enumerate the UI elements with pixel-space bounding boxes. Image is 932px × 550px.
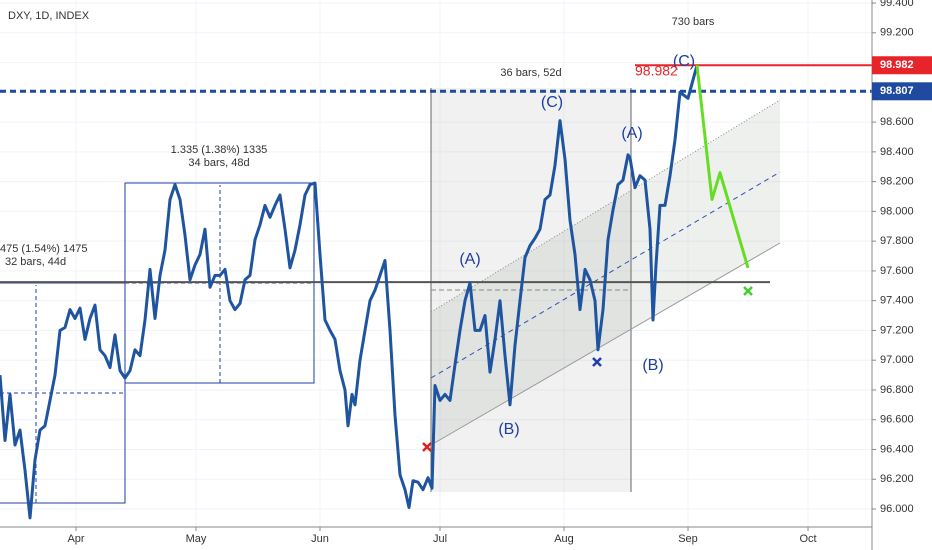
y-tick-label: 97.400 <box>880 295 914 307</box>
y-tick-label: 99.400 <box>880 0 914 9</box>
wave-label: (A) <box>459 251 480 268</box>
y-tick-label: 98.200 <box>880 176 914 188</box>
annotation: 32 bars, 44d <box>5 256 66 268</box>
wave-label: (C) <box>541 94 563 111</box>
y-tick-label: 96.200 <box>880 473 914 485</box>
y-tick-label: 98.400 <box>880 146 914 158</box>
price-tag <box>872 56 932 75</box>
y-tick-label: 97.000 <box>880 354 914 366</box>
chart-title: DXY, 1D, INDEX <box>8 10 90 22</box>
y-tick-label: 96.400 <box>880 443 914 455</box>
y-tick-label: 97.600 <box>880 265 914 277</box>
price-label: 98.982 <box>635 63 678 79</box>
x-tick-label: Aug <box>554 533 574 545</box>
annotation: 1.335 (1.38%) 1335 <box>171 144 268 156</box>
x-tick-label: Oct <box>799 533 816 545</box>
x-tick-label: Jul <box>433 533 447 545</box>
annotation: 730 bars <box>672 16 715 28</box>
x-tick-label: May <box>186 533 207 545</box>
channel-lower <box>430 242 781 446</box>
x-tick-label: Apr <box>67 533 84 545</box>
x-marker <box>743 286 753 296</box>
price-tag-label: 98.982 <box>880 59 914 71</box>
price-line-series <box>0 64 699 520</box>
grid <box>0 0 872 527</box>
y-tick-label: 99.200 <box>880 27 914 39</box>
channel-upper <box>430 99 781 313</box>
markers <box>422 286 753 452</box>
annotation: 475 (1.54%) 1475 <box>0 243 87 255</box>
x-tick-label: Sep <box>678 533 698 545</box>
price-tag <box>872 82 932 101</box>
wave-label: (B) <box>642 357 663 374</box>
wave-label: (B) <box>498 421 519 438</box>
price-tag-label: 98.807 <box>880 85 914 97</box>
y-tick-label: 96.800 <box>880 384 914 396</box>
annotation: 36 bars, 52d <box>500 67 561 79</box>
y-tick-label: 97.200 <box>880 324 914 336</box>
wave-label: (C) <box>673 53 695 70</box>
y-tick-label: 98.000 <box>880 205 914 217</box>
x-tick-label: Jun <box>311 533 329 545</box>
x-marker <box>592 357 602 367</box>
plot <box>0 64 872 520</box>
y-tick-label: 98.600 <box>880 116 914 128</box>
x-marker <box>422 442 432 452</box>
y-tick-label: 96.000 <box>880 503 914 515</box>
annotation: 34 bars, 48d <box>188 157 249 169</box>
y-tick-label: 96.600 <box>880 414 914 426</box>
y-tick-label: 97.800 <box>880 235 914 247</box>
price-line-series <box>695 65 750 269</box>
wave-label: (A) <box>621 125 642 142</box>
